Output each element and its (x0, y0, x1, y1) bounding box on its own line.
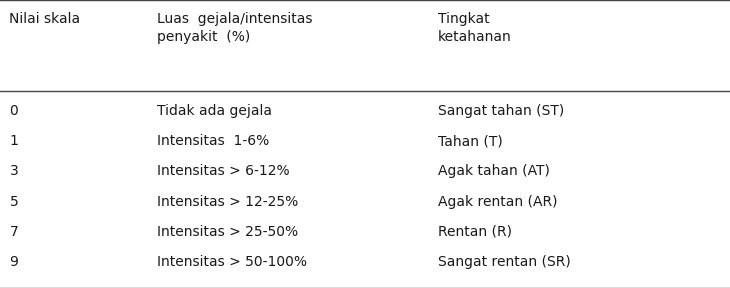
Text: Tahan (T): Tahan (T) (438, 134, 503, 148)
Text: Intensitas  1-6%: Intensitas 1-6% (157, 134, 269, 148)
Text: Tingkat
ketahanan: Tingkat ketahanan (438, 12, 512, 44)
Text: Luas  gejala/intensitas
penyakit  (%): Luas gejala/intensitas penyakit (%) (157, 12, 312, 44)
Text: Nilai skala: Nilai skala (9, 12, 80, 26)
Text: Sangat rentan (SR): Sangat rentan (SR) (438, 255, 571, 269)
Text: Sangat tahan (ST): Sangat tahan (ST) (438, 104, 564, 118)
Text: Agak rentan (AR): Agak rentan (AR) (438, 195, 558, 209)
Text: 5: 5 (9, 195, 18, 209)
Text: 0: 0 (9, 104, 18, 118)
Text: Rentan (R): Rentan (R) (438, 225, 512, 239)
Text: Intensitas > 25-50%: Intensitas > 25-50% (157, 225, 298, 239)
Text: Intensitas > 6-12%: Intensitas > 6-12% (157, 164, 290, 178)
Text: Tidak ada gejala: Tidak ada gejala (157, 104, 272, 118)
Text: 3: 3 (9, 164, 18, 178)
Text: Intensitas > 12-25%: Intensitas > 12-25% (157, 195, 298, 209)
Text: Intensitas > 50-100%: Intensitas > 50-100% (157, 255, 307, 269)
Text: Agak tahan (AT): Agak tahan (AT) (438, 164, 550, 178)
Text: 7: 7 (9, 225, 18, 239)
Text: 1: 1 (9, 134, 18, 148)
Text: 9: 9 (9, 255, 18, 269)
